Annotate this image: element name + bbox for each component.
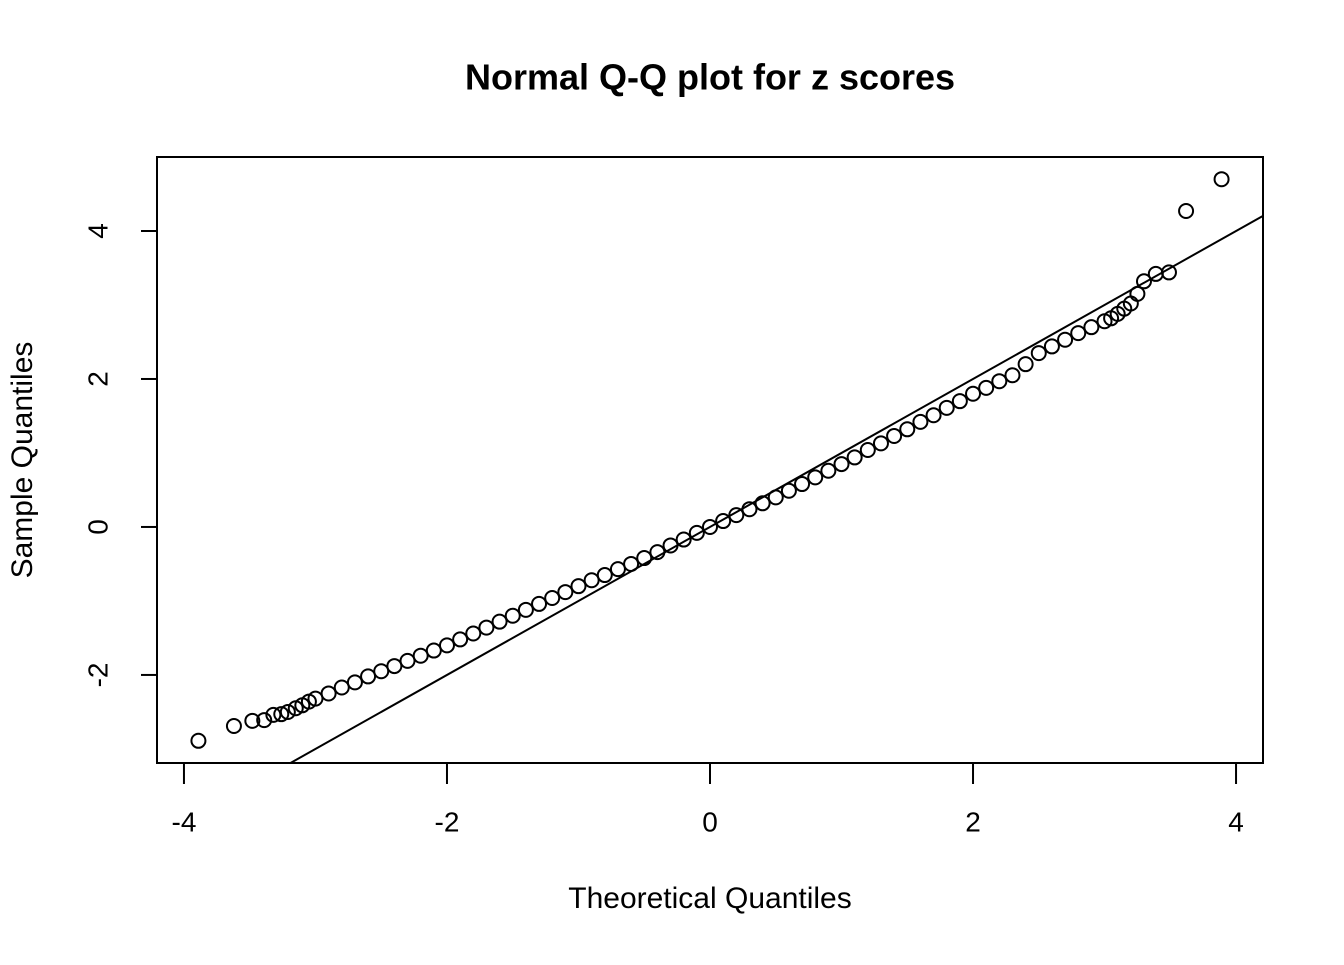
data-point <box>649 544 666 561</box>
data-point <box>767 489 784 506</box>
data-point <box>320 685 337 702</box>
data-point <box>715 513 732 530</box>
data-point <box>438 637 455 654</box>
data-point <box>273 706 290 723</box>
data-point <box>609 561 626 578</box>
data-point <box>1135 273 1152 290</box>
data-point <box>478 619 495 636</box>
data-point <box>899 421 916 438</box>
data-point <box>846 449 863 466</box>
x-tick-label: -4 <box>172 806 197 837</box>
data-point <box>702 518 718 535</box>
x-tick-label: 4 <box>1228 806 1244 837</box>
data-point <box>557 584 574 601</box>
data-point <box>386 658 403 675</box>
data-point <box>244 712 261 729</box>
data-point <box>886 427 903 444</box>
data-point <box>531 595 548 612</box>
data-point <box>307 690 324 707</box>
data-point <box>662 537 679 554</box>
y-tick-label: 2 <box>82 371 113 387</box>
data-point <box>1160 264 1177 281</box>
x-tick-label: 2 <box>965 806 981 837</box>
data-point <box>265 706 282 723</box>
data-point <box>225 718 242 735</box>
plot-frame <box>156 156 1264 764</box>
data-point <box>688 524 705 541</box>
data-point <box>570 578 587 595</box>
data-point <box>412 647 429 664</box>
data-point <box>807 469 824 486</box>
data-point <box>1017 356 1034 373</box>
data-point <box>399 652 416 669</box>
data-point <box>504 607 521 624</box>
data-point <box>279 703 296 720</box>
y-tick-label: 4 <box>82 223 113 239</box>
data-point <box>596 567 613 584</box>
data-point <box>991 373 1008 390</box>
data-point <box>256 712 273 729</box>
data-point <box>951 393 968 410</box>
x-axis-label: Theoretical Quantiles <box>568 882 851 915</box>
data-point <box>1083 319 1100 336</box>
data-point <box>1070 325 1087 342</box>
y-axis-label: Sample Quantiles <box>6 342 39 579</box>
data-point <box>360 668 377 685</box>
data-point <box>859 442 876 459</box>
data-point <box>1004 367 1021 384</box>
plot-area <box>190 171 1263 763</box>
data-point <box>675 531 692 548</box>
data-point <box>1213 171 1230 188</box>
data-point <box>190 732 207 749</box>
data-point <box>1030 345 1047 362</box>
data-point <box>623 555 640 572</box>
data-point <box>1057 331 1074 348</box>
data-point <box>965 385 982 402</box>
data-point <box>425 642 442 659</box>
y-tick-label: -2 <box>82 662 113 687</box>
data-point <box>1129 285 1146 302</box>
data-point <box>754 495 771 512</box>
data-point <box>741 501 758 518</box>
data-point <box>728 507 745 524</box>
data-point <box>912 413 929 430</box>
x-tick-label: 0 <box>702 806 718 837</box>
data-point <box>872 435 889 452</box>
data-point <box>583 572 600 589</box>
data-point <box>517 601 534 618</box>
data-point <box>780 482 797 499</box>
x-tick-label: -2 <box>435 806 460 837</box>
data-point <box>333 679 350 696</box>
data-point <box>465 625 482 642</box>
data-point <box>925 407 942 424</box>
data-point <box>1178 203 1195 220</box>
data-point <box>820 462 837 479</box>
data-point <box>452 631 469 648</box>
data-point <box>794 476 811 493</box>
data-point <box>373 663 390 680</box>
data-point <box>833 456 850 473</box>
data-point <box>636 550 653 567</box>
data-point <box>491 613 508 630</box>
chart-title: Normal Q-Q plot for z scores <box>465 57 955 98</box>
data-point <box>1043 338 1060 355</box>
data-point <box>978 379 995 396</box>
data-point <box>938 399 955 416</box>
data-point <box>544 589 561 606</box>
y-tick-label: 0 <box>82 519 113 535</box>
data-point <box>346 674 363 691</box>
